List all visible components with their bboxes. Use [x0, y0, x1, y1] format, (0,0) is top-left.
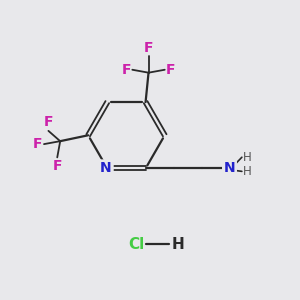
Text: H: H — [243, 165, 252, 178]
Text: F: F — [52, 159, 62, 173]
Text: N: N — [100, 161, 112, 176]
Text: F: F — [144, 41, 153, 55]
Text: H: H — [171, 237, 184, 252]
Text: N: N — [224, 161, 235, 176]
Text: F: F — [44, 116, 53, 129]
Text: F: F — [33, 137, 43, 151]
Text: H: H — [243, 151, 252, 164]
Text: Cl: Cl — [128, 237, 144, 252]
Text: F: F — [166, 63, 176, 77]
Text: F: F — [122, 63, 131, 77]
